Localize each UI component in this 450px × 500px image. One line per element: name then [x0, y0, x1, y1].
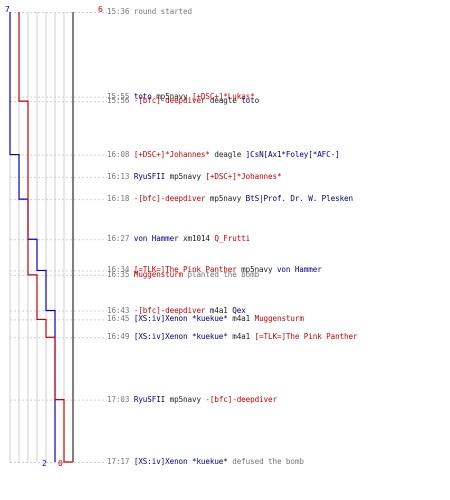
event-text: RyuSFII	[133, 171, 166, 181]
event-text: [XS:iv]Xenon *kuekue*	[133, 314, 228, 324]
event-text: mp5navy	[236, 265, 277, 275]
event-text: m4a1	[205, 305, 233, 315]
event-text: xm1014	[178, 234, 215, 244]
event-time: 16:45	[107, 314, 134, 324]
event-text: mp5navy	[151, 91, 192, 101]
event-row: 16:18 -[bfc]-deepdiver mp5navy BtS|Prof.…	[107, 194, 353, 204]
event-text: [+DSC+]*Johannes*	[205, 171, 282, 181]
event-text: mp5navy	[165, 394, 206, 404]
event-text: von Hammer	[133, 234, 179, 244]
event-text: toto	[241, 96, 260, 106]
event-text: mp5navy	[205, 194, 246, 204]
blue-team-step-line	[9, 12, 56, 462]
event-time: 15:56	[107, 96, 134, 106]
event-text: Qex	[232, 305, 246, 315]
event-row: 16:08 [+DSC+]*Johannes* deagle ]CsN[Ax1*…	[107, 150, 340, 160]
event-row: 16:34 [=TLK=]The Pink Panther mp5navy vo…	[107, 265, 322, 275]
event-text: mp5navy	[165, 171, 206, 181]
event-time: 16:43	[107, 305, 134, 315]
event-text: round started	[133, 7, 192, 16]
event-text: m4a1	[227, 314, 255, 324]
event-text: -[bfc]-deepdiver	[133, 96, 206, 106]
event-time: 16:08	[107, 149, 134, 159]
event-time: 16:18	[107, 194, 134, 204]
event-time: 15:36	[107, 7, 134, 16]
event-text: m4a1	[227, 332, 255, 342]
red-end-count: 0	[58, 459, 63, 468]
event-text: [XS:iv]Xenon *kuekue*	[133, 457, 228, 466]
event-row: 15:55 toto mp5navy [+DSC+]*Lukas*	[107, 92, 255, 102]
event-time: 16:13	[107, 171, 134, 181]
event-row: 16:43 -[bfc]-deepdiver m4a1 Qex	[107, 306, 246, 316]
event-text: [XS:iv]Xenon *kuekue*	[133, 332, 228, 342]
event-time: 17:03	[107, 394, 134, 404]
event-text: [=TLK=]The Pink Panther	[133, 265, 237, 275]
event-time: 16:35	[107, 269, 134, 279]
event-time: 15:55	[107, 91, 134, 101]
event-text: BtS|Prof. Dr. W. Plesken	[245, 194, 353, 204]
event-text: defused the bomb	[227, 457, 304, 466]
event-row: 16:49 [XS:iv]Xenon *kuekue* m4a1 [=TLK=]…	[107, 332, 358, 342]
event-text: von Hammer	[276, 265, 322, 275]
event-time: 17:17	[107, 457, 134, 466]
event-text: Muggensturm	[133, 269, 184, 279]
event-row: 16:13 RyuSFII mp5navy [+DSC+]*Johannes*	[107, 171, 282, 182]
event-row: 16:35 Muggensturm planted the bomb	[107, 270, 259, 280]
blue-end-count: 2	[42, 459, 47, 468]
event-time: 16:34	[107, 265, 134, 275]
event-text: [=TLK=]The Pink Panther	[254, 332, 358, 342]
event-row: 16:45 [XS:iv]Xenon *kuekue* m4a1 Muggens…	[107, 314, 304, 324]
event-text: -[bfc]-deepdiver	[133, 194, 206, 204]
event-row: 15:56 -[bfc]-deepdiver deagle toto	[107, 96, 259, 106]
event-row: 16:27 von Hammer xm1014 Q_Frutti	[107, 234, 250, 244]
event-text: deagle	[205, 96, 242, 106]
event-text: [+DSC+]*Lukas*	[191, 91, 255, 101]
event-text: ]CsN[Ax1*Foley[*AFC-]	[245, 149, 340, 159]
event-text: [+DSC+]*Johannes*	[133, 149, 210, 159]
event-time: 16:27	[107, 234, 134, 244]
blue-start-count: 7	[5, 5, 10, 14]
event-row: 15:36 round started	[107, 7, 192, 17]
event-text: RyuSFII	[133, 394, 166, 404]
event-text: planted the bomb	[183, 269, 260, 279]
event-text: deagle	[209, 149, 246, 159]
event-row: 17:17 [XS:iv]Xenon *kuekue* defused the …	[107, 457, 304, 467]
event-text: Muggensturm	[254, 314, 304, 324]
event-text: -[bfc]-deepdiver	[133, 305, 206, 315]
red-start-count: 6	[98, 5, 103, 14]
red-team-step-line	[18, 12, 73, 463]
event-row: 17:03 RyuSFII mp5navy -[bfc]-deepdiver	[107, 395, 277, 405]
event-text: toto	[133, 91, 152, 101]
event-text: -[bfc]-deepdiver	[205, 394, 277, 404]
event-time: 16:49	[107, 332, 134, 342]
event-text: Q_Frutti	[214, 234, 251, 244]
